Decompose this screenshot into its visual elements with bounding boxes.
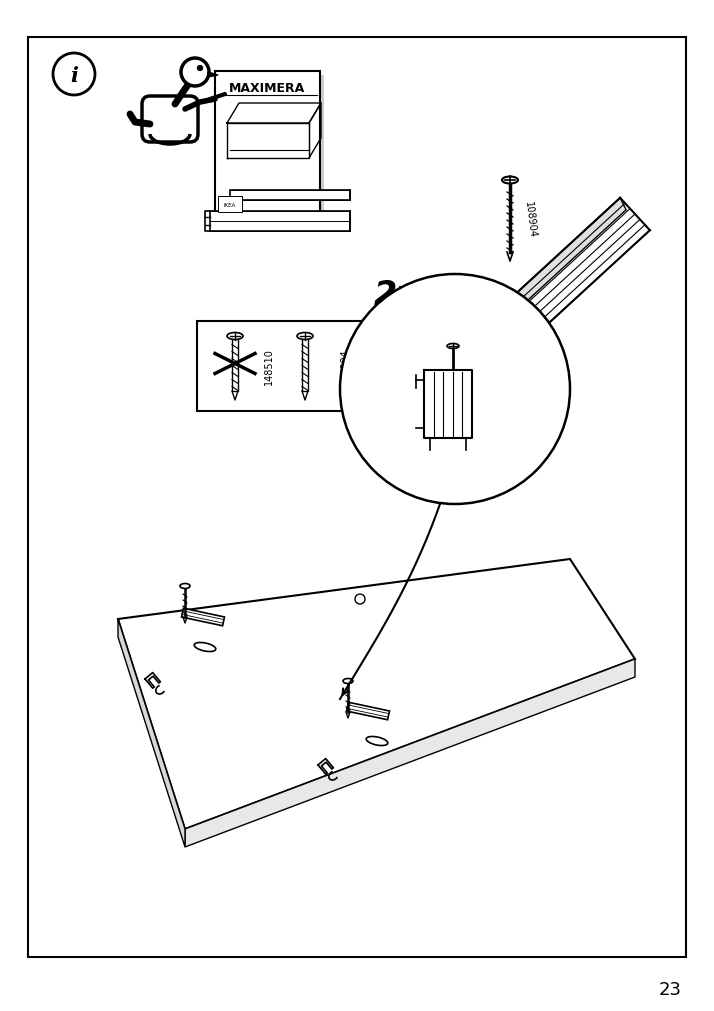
Ellipse shape xyxy=(366,737,388,746)
Ellipse shape xyxy=(297,334,313,340)
Bar xyxy=(215,72,320,216)
Circle shape xyxy=(340,275,570,504)
Ellipse shape xyxy=(447,344,459,349)
Polygon shape xyxy=(435,198,626,380)
Polygon shape xyxy=(185,659,635,847)
Text: 148510: 148510 xyxy=(264,348,274,385)
Polygon shape xyxy=(118,559,635,829)
Bar xyxy=(197,321,382,411)
Text: 108904: 108904 xyxy=(340,348,350,385)
Text: MAXIMERA: MAXIMERA xyxy=(229,82,306,94)
Ellipse shape xyxy=(343,678,353,683)
Circle shape xyxy=(181,59,209,87)
Bar xyxy=(219,76,324,220)
Ellipse shape xyxy=(502,177,518,184)
Circle shape xyxy=(53,54,95,96)
Text: i: i xyxy=(70,66,78,86)
Text: IKEA: IKEA xyxy=(224,202,236,207)
Polygon shape xyxy=(181,609,224,626)
Polygon shape xyxy=(210,211,350,232)
Text: 108904: 108904 xyxy=(523,201,537,239)
Circle shape xyxy=(198,67,203,72)
FancyBboxPatch shape xyxy=(142,97,198,143)
Text: 23: 23 xyxy=(658,980,681,998)
Polygon shape xyxy=(208,73,218,78)
Ellipse shape xyxy=(194,643,216,652)
Polygon shape xyxy=(230,191,350,201)
Text: 2x: 2x xyxy=(373,278,418,311)
Polygon shape xyxy=(346,703,389,720)
Polygon shape xyxy=(118,620,185,847)
Circle shape xyxy=(355,594,365,605)
Ellipse shape xyxy=(180,584,190,589)
Ellipse shape xyxy=(227,334,243,340)
